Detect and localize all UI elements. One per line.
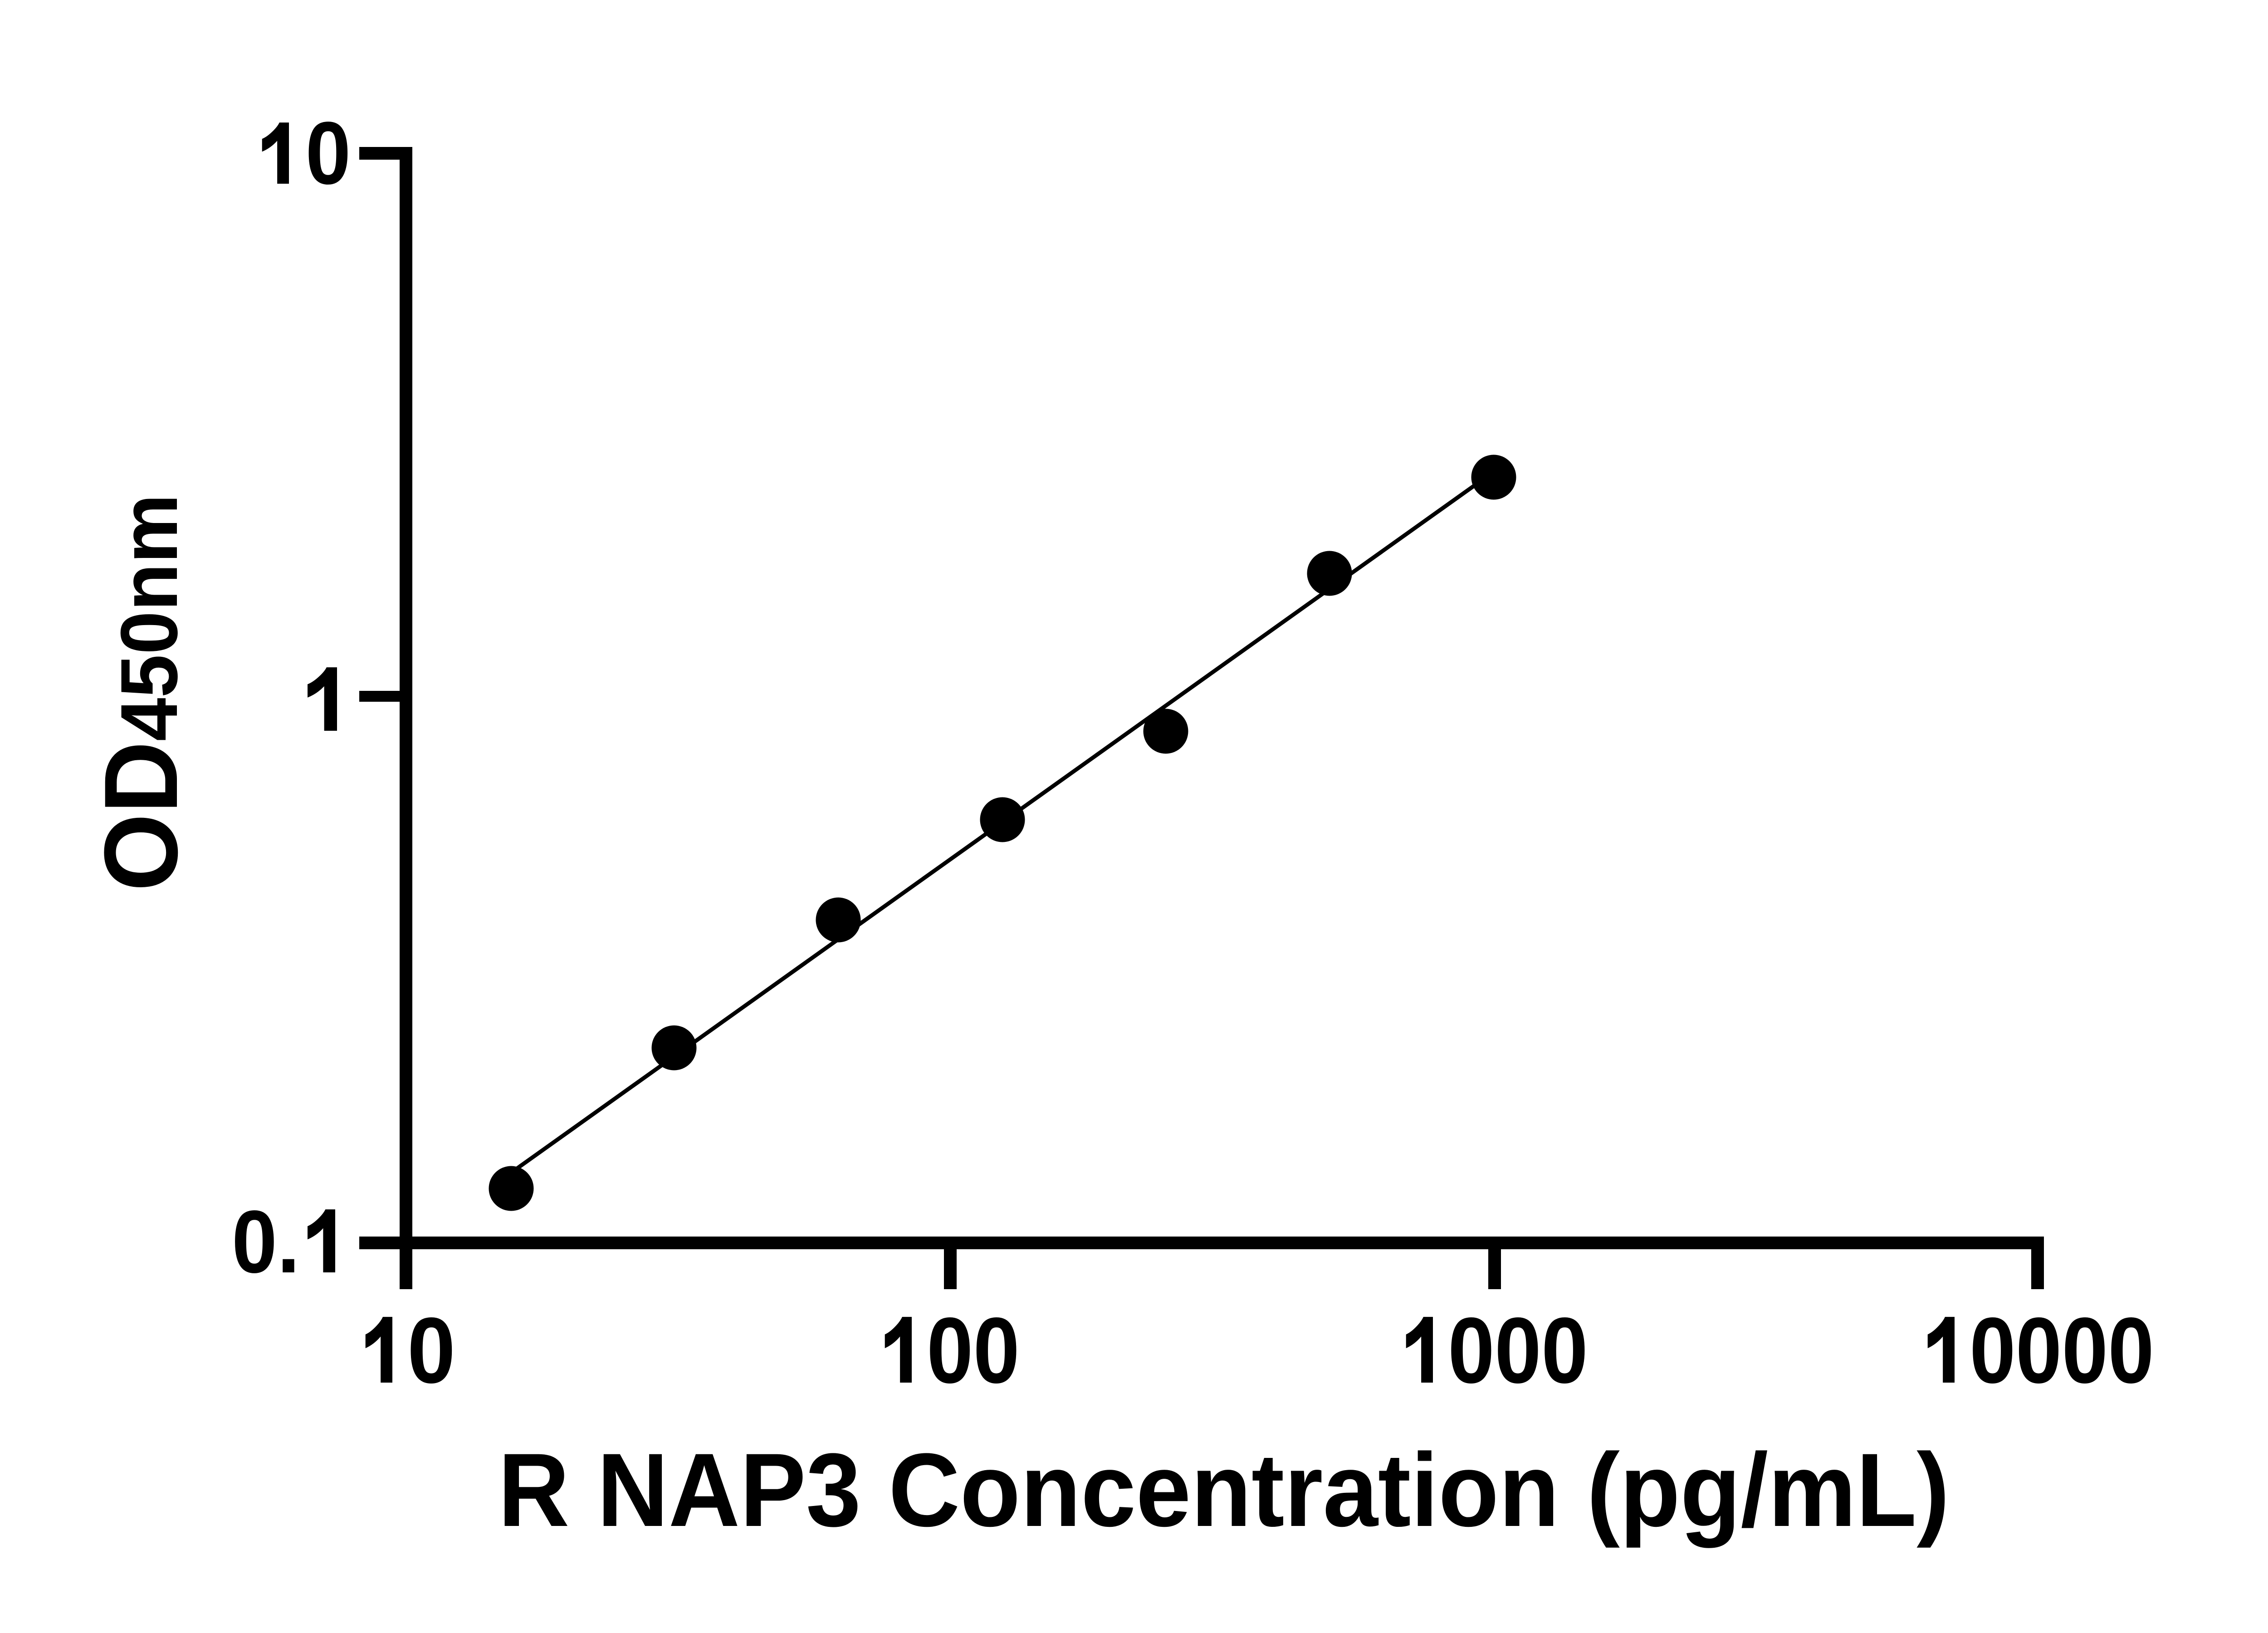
- svg-text:000: 000: [1448, 1298, 1588, 1403]
- svg-text:0: 0: [306, 103, 351, 203]
- svg-text:R NAP3 Concentration (pg/mL): R NAP3 Concentration (pg/mL): [498, 1432, 1950, 1548]
- svg-text:0000: 0000: [1970, 1298, 2154, 1403]
- svg-text:450nm: 450nm: [104, 494, 194, 741]
- svg-text:00: 00: [927, 1298, 1020, 1403]
- svg-text:0.: 0.: [232, 1192, 300, 1291]
- svg-text:OD: OD: [83, 741, 199, 891]
- svg-text:0: 0: [407, 1298, 455, 1403]
